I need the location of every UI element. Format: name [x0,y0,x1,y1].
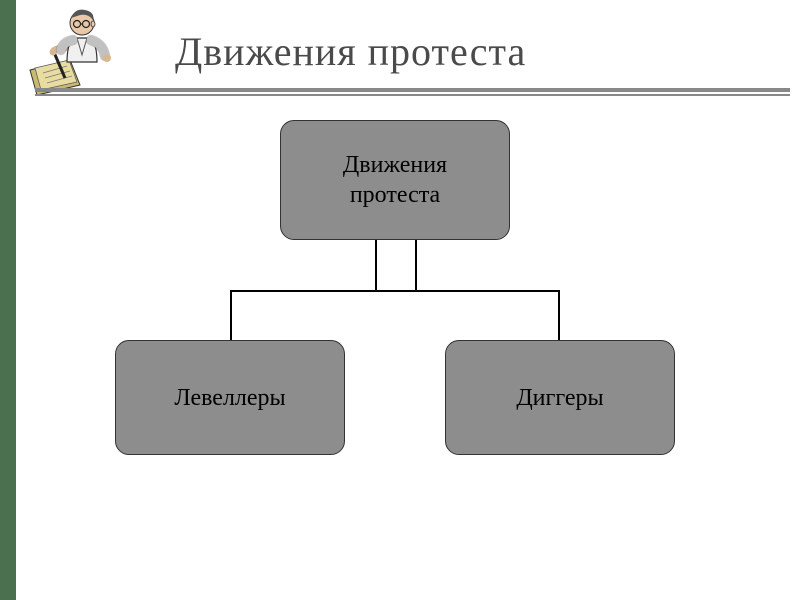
connector-seg [230,290,232,340]
node-label: Движения протеста [343,150,447,210]
page-title: Движения протеста [175,28,526,75]
title-divider [35,88,790,96]
node-right: Диггеры [445,340,675,455]
node-left: Левеллеры [115,340,345,455]
connector-seg [375,270,377,290]
org-diagram: Движения протеста Левеллеры Диггеры [0,120,800,580]
connector-seg [415,240,417,270]
connector-seg [230,290,560,292]
node-root: Движения протеста [280,120,510,240]
connector-seg [558,290,560,340]
connector-seg [375,240,377,270]
connector-seg [415,270,417,290]
node-label: Диггеры [516,383,603,413]
node-label: Левеллеры [174,383,285,413]
writer-clipart [25,0,135,100]
